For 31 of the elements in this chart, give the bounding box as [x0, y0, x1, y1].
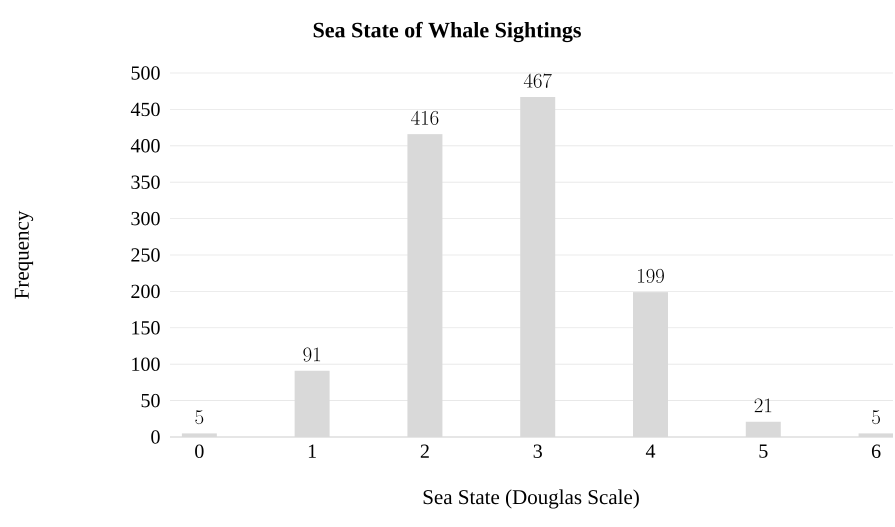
x-tick-label: 2 — [420, 444, 429, 458]
data-label: 91 — [303, 348, 320, 362]
x-tick-label: 3 — [534, 444, 542, 458]
y-tick-label: 50 — [142, 394, 160, 408]
x-tick-label: 4 — [646, 444, 656, 458]
x-axis-title: Sea State (Douglas Scale) — [424, 489, 639, 509]
data-label: 467 — [524, 73, 552, 88]
y-tick-label: 250 — [131, 248, 160, 262]
y-tick-label: 0 — [151, 430, 160, 444]
y-tick-label: 150 — [132, 321, 160, 335]
bar — [746, 422, 781, 437]
y-axis-title: Frequency — [14, 210, 34, 299]
y-tick-label: 200 — [131, 284, 160, 298]
data-label: 5 — [872, 410, 880, 424]
y-tick-label: 100 — [132, 357, 160, 371]
y-tick-label: 400 — [130, 139, 160, 153]
data-label: 5 — [195, 410, 204, 424]
bar — [858, 433, 893, 437]
data-label: 199 — [638, 268, 664, 283]
chart-title: Sea State of Whale Sightings — [314, 22, 581, 42]
x-tick-label: 5 — [759, 444, 768, 458]
bar — [182, 433, 217, 437]
x-tick-label: 1 — [308, 444, 316, 458]
x-tick-label: 6 — [872, 444, 880, 458]
x-tick-label: 0 — [195, 444, 204, 458]
y-tick-label: 300 — [131, 212, 160, 226]
data-label: 416 — [411, 110, 438, 125]
y-tick-label: 350 — [131, 175, 160, 189]
y-tick-label: 500 — [132, 66, 160, 80]
y-tick-label: 450 — [130, 102, 160, 116]
data-label: 21 — [754, 398, 772, 412]
